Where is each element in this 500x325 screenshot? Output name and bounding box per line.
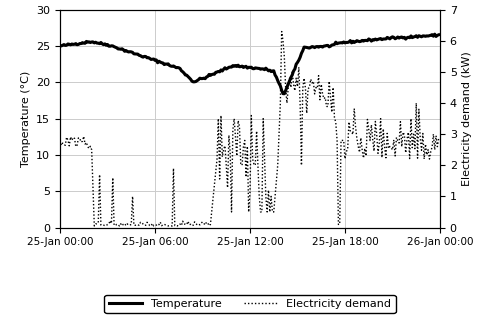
Legend: Temperature, Electricity demand: Temperature, Electricity demand [104,294,396,313]
Y-axis label: Temperature (°C): Temperature (°C) [20,71,30,167]
Y-axis label: Electricity demand (kW): Electricity demand (kW) [462,51,472,186]
